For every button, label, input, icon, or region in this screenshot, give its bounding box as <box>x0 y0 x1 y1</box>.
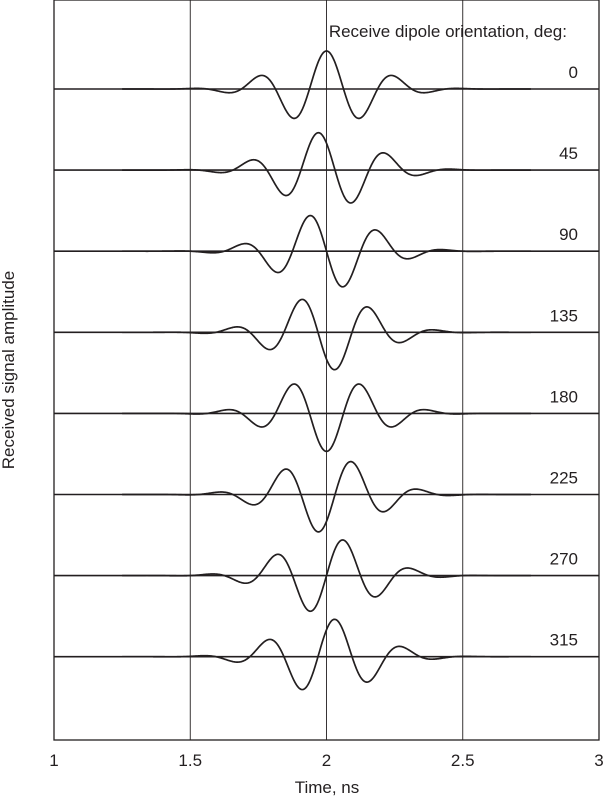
legend-title: Receive dipole orientation, deg: <box>329 22 567 41</box>
trace-0 <box>121 50 532 120</box>
trace-labels: 0 45 90 135 180 225 270 315 <box>550 63 578 650</box>
x-tick-labels: 1 1.5 2 2.5 3 <box>49 751 603 770</box>
x-tick-label-2-5: 2.5 <box>451 751 475 770</box>
trace-label-90: 90 <box>559 225 578 244</box>
trace-90 <box>121 214 532 288</box>
x-axis-title: Time, ns <box>295 778 360 797</box>
trace-135 <box>121 298 532 371</box>
x-tick-label-1-5: 1.5 <box>178 751 202 770</box>
x-tick-label-2: 2 <box>322 751 331 770</box>
waveform-traces <box>121 50 532 691</box>
x-tick-label-1: 1 <box>49 751 58 770</box>
x-tick-label-3: 3 <box>594 751 603 770</box>
trace-45 <box>121 131 532 204</box>
trace-label-315: 315 <box>550 631 578 650</box>
vertical-gridlines <box>189 0 464 740</box>
trace-label-45: 45 <box>559 144 578 163</box>
trace-315 <box>121 618 532 691</box>
trace-180 <box>121 383 532 453</box>
trace-label-180: 180 <box>550 387 578 406</box>
trace-label-0: 0 <box>569 63 578 82</box>
trace-label-270: 270 <box>550 550 578 569</box>
trace-225 <box>121 460 532 533</box>
y-axis-title: Received signal amplitude <box>0 271 18 469</box>
trace-label-135: 135 <box>550 306 578 325</box>
trace-label-225: 225 <box>550 469 578 488</box>
trace-270 <box>121 539 532 613</box>
